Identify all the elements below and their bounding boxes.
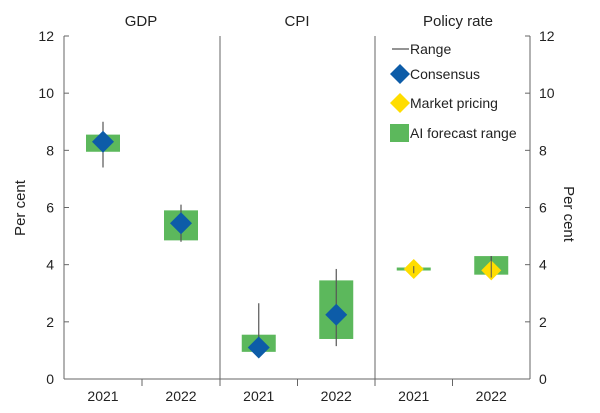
legend-label-market-pricing: Market pricing: [410, 95, 498, 111]
legend-label-consensus: Consensus: [410, 66, 480, 82]
x-tick-label: 2022: [476, 388, 507, 404]
y-tick-label-right: 0: [539, 371, 547, 387]
consensus-diamond: [247, 336, 270, 359]
y-tick-label-right: 8: [539, 142, 547, 158]
legend-consensus-swatch: [390, 64, 410, 84]
y-tick-label-left: 10: [38, 85, 54, 101]
y-tick-label-left: 0: [46, 371, 54, 387]
x-tick-label: 2021: [243, 388, 274, 404]
legend: Range Consensus Market pricing AI forecast …: [390, 41, 517, 142]
consensus-diamond: [170, 212, 192, 235]
y-tick-label-right: 12: [539, 28, 555, 44]
x-tick-label: 2022: [165, 388, 196, 404]
y-tick-label-left: 12: [38, 28, 54, 44]
legend-label-ai-range: AI forecast range: [410, 125, 517, 141]
panel-title-gdp: GDP: [125, 13, 158, 30]
y-tick-label-right: 6: [539, 200, 547, 216]
legend-ai-range-swatch: [390, 124, 409, 142]
y-axis-label-right: Per cent: [560, 186, 577, 243]
legend-label-range: Range: [410, 41, 451, 57]
panel-title-cpi: CPI: [284, 13, 309, 30]
panel-title-policy-rate: Policy rate: [423, 13, 493, 30]
consensus-diamond: [92, 130, 114, 153]
y-tick-label-left: 4: [46, 257, 54, 273]
y-tick-label-right: 2: [539, 314, 547, 330]
x-tick-label: 2021: [87, 388, 118, 404]
x-tick-label: 2022: [321, 388, 352, 404]
y-tick-label-left: 8: [46, 142, 54, 158]
y-tick-label-left: 6: [46, 200, 54, 216]
y-tick-label-right: 4: [539, 257, 547, 273]
y-tick-label-left: 2: [46, 314, 54, 330]
y-axis-label-left: Per cent: [12, 179, 29, 236]
y-tick-label-right: 10: [539, 85, 555, 101]
legend-market-pricing-swatch: [390, 93, 410, 113]
x-tick-label: 2021: [398, 388, 429, 404]
consensus-diamond: [325, 303, 348, 326]
